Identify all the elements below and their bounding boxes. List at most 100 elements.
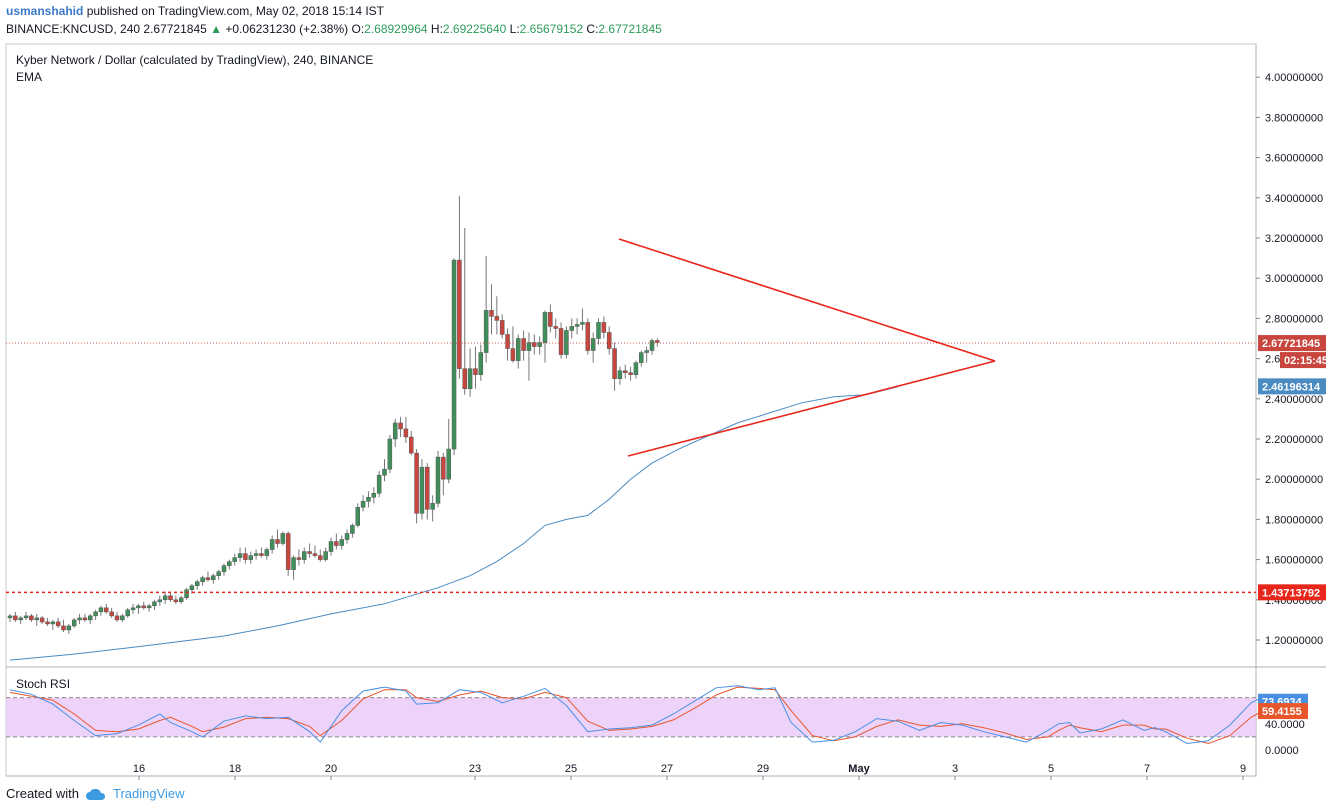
time-tick-label: 9 bbox=[1240, 763, 1246, 775]
support-price-tag: 1.43713792 bbox=[1262, 587, 1320, 599]
countdown-tag: 02:15:45 bbox=[1284, 355, 1328, 367]
chart-frame bbox=[5, 43, 1257, 777]
candle-body bbox=[146, 605, 152, 609]
upper-trendline bbox=[618, 238, 996, 362]
open-value: 2.68929964 bbox=[364, 22, 428, 36]
price-tick-label: 2.80000000 bbox=[1265, 313, 1323, 325]
tradingview-brand[interactable]: TradingView bbox=[112, 786, 185, 801]
time-tick-label: May bbox=[848, 763, 870, 775]
candle-body bbox=[323, 551, 328, 560]
candle-body bbox=[430, 503, 435, 510]
candle-body bbox=[328, 541, 334, 552]
candle-body bbox=[419, 466, 425, 514]
candle-body bbox=[360, 501, 366, 508]
candle-body bbox=[50, 621, 56, 625]
candle-body bbox=[7, 615, 13, 619]
last-price: 2.67721845 bbox=[143, 22, 207, 36]
candle-body bbox=[521, 338, 526, 351]
candle-body bbox=[318, 555, 323, 560]
ema-price-tag-bg bbox=[1258, 378, 1326, 395]
candle-body bbox=[644, 350, 649, 353]
candle-body bbox=[350, 525, 355, 534]
candle-body bbox=[184, 589, 189, 599]
publish-info: usmanshahid published on TradingView.com… bbox=[6, 4, 384, 18]
candle-body bbox=[109, 611, 114, 617]
candle-body bbox=[259, 553, 264, 556]
candle-body bbox=[387, 438, 393, 470]
candle-body bbox=[516, 338, 521, 361]
ohlc-line: BINANCE:KNCUSD, 240 2.67721845 ▲ +0.0623… bbox=[6, 22, 662, 36]
change-value: +0.06231230 (+2.38%) bbox=[225, 22, 349, 36]
last-price-tag: 2.67721845 bbox=[1262, 338, 1320, 350]
candle-body bbox=[200, 577, 205, 582]
candle-body bbox=[473, 368, 478, 375]
time-tick-label: 7 bbox=[1144, 763, 1150, 775]
candle-body bbox=[606, 332, 612, 349]
candle-body bbox=[93, 611, 98, 617]
candle-body bbox=[339, 539, 344, 546]
price-tick-label: 1.80000000 bbox=[1265, 514, 1323, 526]
candle-body bbox=[617, 370, 623, 379]
candle-body bbox=[382, 468, 387, 476]
candle-body bbox=[553, 326, 558, 329]
close-label: C: bbox=[586, 22, 599, 36]
candle-body bbox=[414, 452, 419, 514]
candle-body bbox=[269, 539, 275, 550]
candle-body bbox=[612, 348, 617, 379]
ema-price-tag: 2.46196314 bbox=[1262, 381, 1321, 393]
lower-trendline bbox=[627, 360, 996, 457]
candle-body bbox=[275, 539, 280, 544]
price-tick-label: 3.40000000 bbox=[1265, 193, 1323, 205]
stoch-d-tag-bg bbox=[1258, 703, 1308, 720]
time-tick-label: 29 bbox=[757, 763, 769, 775]
price-tick-label: 2.00000000 bbox=[1265, 474, 1323, 486]
time-tick-label: 16 bbox=[133, 763, 145, 775]
time-tick-label: 3 bbox=[952, 763, 958, 775]
candle-body bbox=[29, 615, 34, 621]
up-arrow-icon: ▲ bbox=[210, 22, 223, 36]
open-label: O: bbox=[351, 22, 365, 36]
last-price-tag-bg bbox=[1258, 335, 1326, 352]
candle-body bbox=[302, 551, 307, 560]
low-value: 2.65679152 bbox=[519, 22, 584, 36]
candle-body bbox=[23, 615, 29, 619]
symbol-label: BINANCE:KNCUSD, 240 bbox=[6, 22, 141, 36]
candle-body bbox=[580, 322, 585, 325]
candle-body bbox=[467, 368, 473, 389]
candle-body bbox=[639, 352, 644, 363]
stoch-tick-label: 0.0000 bbox=[1265, 745, 1299, 757]
candle-body bbox=[510, 348, 516, 361]
candle-body bbox=[435, 456, 441, 504]
price-tick-label: 2.40000000 bbox=[1265, 394, 1323, 406]
close-value: 2.67721845 bbox=[598, 22, 662, 36]
candle-body bbox=[451, 259, 457, 450]
candle-body bbox=[39, 617, 45, 623]
candle-body bbox=[227, 561, 232, 566]
created-with-text: Created with bbox=[6, 786, 79, 801]
candle-body bbox=[152, 601, 157, 607]
candle-body bbox=[376, 474, 382, 494]
price-tick-label: 3.20000000 bbox=[1265, 233, 1323, 245]
author-link[interactable]: usmanshahid bbox=[6, 4, 84, 18]
candle-body bbox=[13, 615, 18, 621]
candle-body bbox=[34, 617, 39, 621]
time-tick-label: 18 bbox=[229, 763, 241, 775]
stoch-d-tag: 59.4155 bbox=[1262, 706, 1302, 718]
candle-body bbox=[425, 466, 430, 510]
candle-body bbox=[344, 533, 350, 540]
high-value: 2.69225640 bbox=[442, 22, 507, 36]
candle-body bbox=[285, 533, 291, 570]
candle-body bbox=[483, 310, 489, 353]
ema-line bbox=[9, 386, 899, 661]
candle-body bbox=[558, 328, 564, 355]
candle-body bbox=[446, 448, 451, 480]
candle-body bbox=[125, 609, 130, 617]
candle-body bbox=[114, 615, 120, 621]
candle-body bbox=[355, 507, 360, 526]
candle-body bbox=[601, 322, 607, 333]
candle-body bbox=[104, 607, 109, 613]
price-tick-label: 3.80000000 bbox=[1265, 112, 1323, 124]
stoch-tick-label: 40.0000 bbox=[1265, 719, 1305, 731]
candle-body bbox=[574, 324, 580, 327]
